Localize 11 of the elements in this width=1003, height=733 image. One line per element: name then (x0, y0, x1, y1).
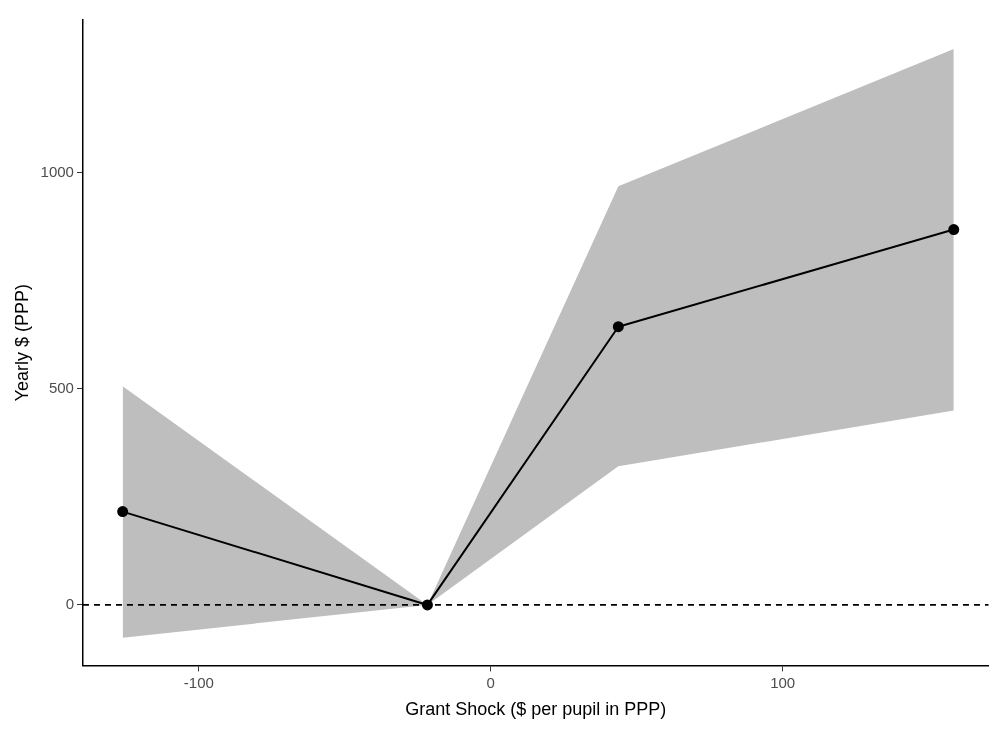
x-tick-label: 100 (770, 673, 796, 691)
y-axis-title: Yearly $ (PPP) (11, 284, 32, 402)
point (948, 224, 960, 236)
x-tick-label: 0 (486, 673, 495, 691)
x-axis-title: Grant Shock ($ per pupil in PPP) (405, 699, 667, 720)
point (117, 506, 129, 518)
y-tick-label: 500 (48, 379, 74, 397)
point (612, 321, 624, 333)
y-tick-label: 0 (65, 595, 74, 613)
x-tick-label: -100 (183, 673, 214, 691)
y-tick-label: 1000 (40, 163, 74, 181)
